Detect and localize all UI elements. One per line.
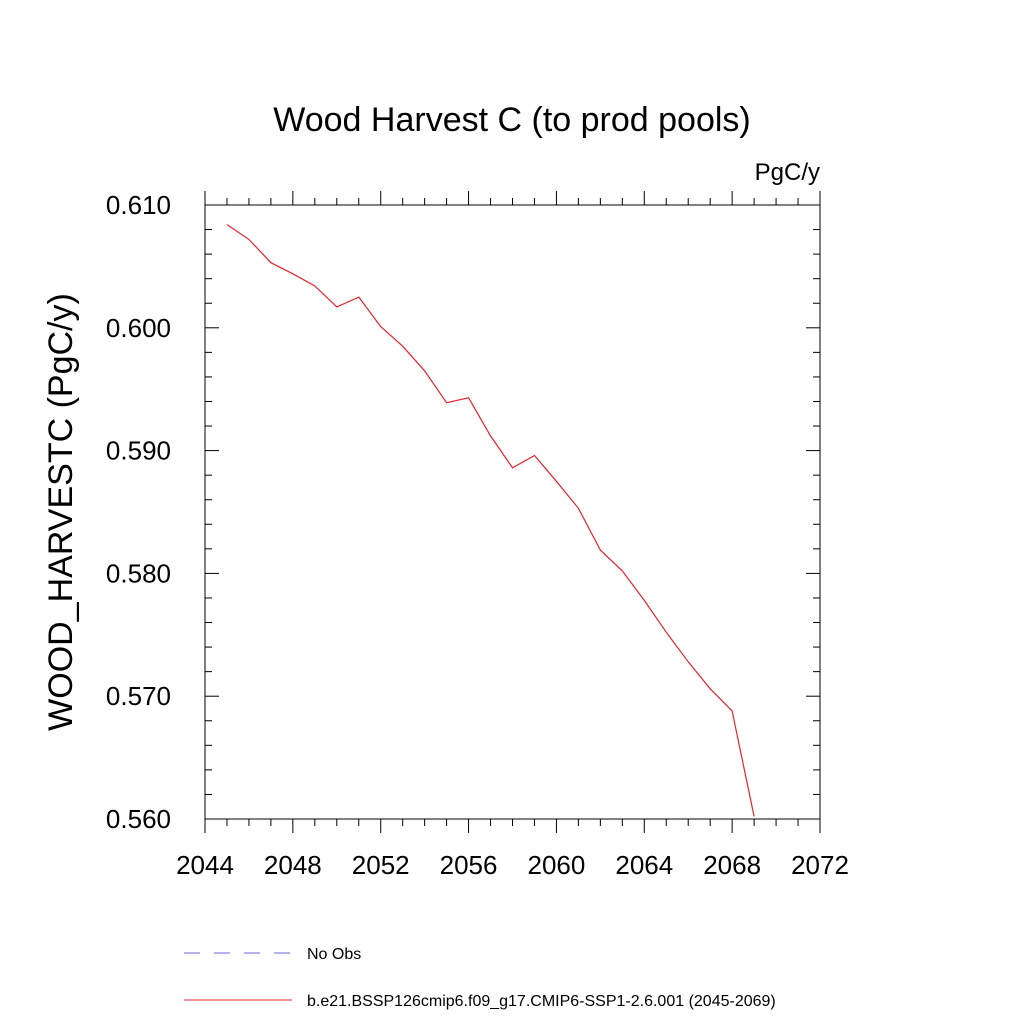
legend-label-1: b.e21.BSSP126cmip6.f09_g17.CMIP6-SSP1-2.…	[307, 993, 776, 1010]
y-tick-label: 0.590	[106, 436, 171, 466]
y-tick-label: 0.580	[106, 558, 171, 588]
series-layer	[226, 224, 755, 817]
y-tick-label: 0.600	[106, 313, 171, 343]
x-tick-label: 2060	[528, 850, 586, 880]
x-tick-label: 2056	[440, 850, 498, 880]
x-tick-label: 2048	[264, 850, 322, 880]
x-axis: 2044 2048 2052 2056 2060 2064 2068 2072	[176, 191, 849, 880]
y-axis-label: WOOD_HARVESTC (PgC/y)	[42, 293, 80, 731]
y-axis: 0.560 0.570 0.580 0.590 0.600 0.610	[106, 190, 820, 834]
legend-label-0: No Obs	[307, 946, 361, 963]
units-label: PgC/y	[755, 159, 820, 186]
chart-title: Wood Harvest C (to prod pools)	[273, 101, 750, 139]
plot-border	[204, 204, 821, 820]
x-tick-label: 2072	[791, 850, 849, 880]
plot-frame	[204, 204, 821, 820]
x-tick-label: 2064	[615, 850, 673, 880]
x-tick-label: 2044	[176, 850, 234, 880]
x-tick-label: 2068	[703, 850, 761, 880]
legend: No Obs b.e21.BSSP126cmip6.f09_g17.CMIP6-S…	[184, 946, 776, 1010]
y-tick-label: 0.610	[106, 190, 171, 220]
y-tick-label: 0.570	[106, 681, 171, 711]
series-line-0	[226, 224, 755, 817]
x-tick-label: 2052	[352, 850, 410, 880]
y-tick-label: 0.560	[106, 804, 171, 834]
